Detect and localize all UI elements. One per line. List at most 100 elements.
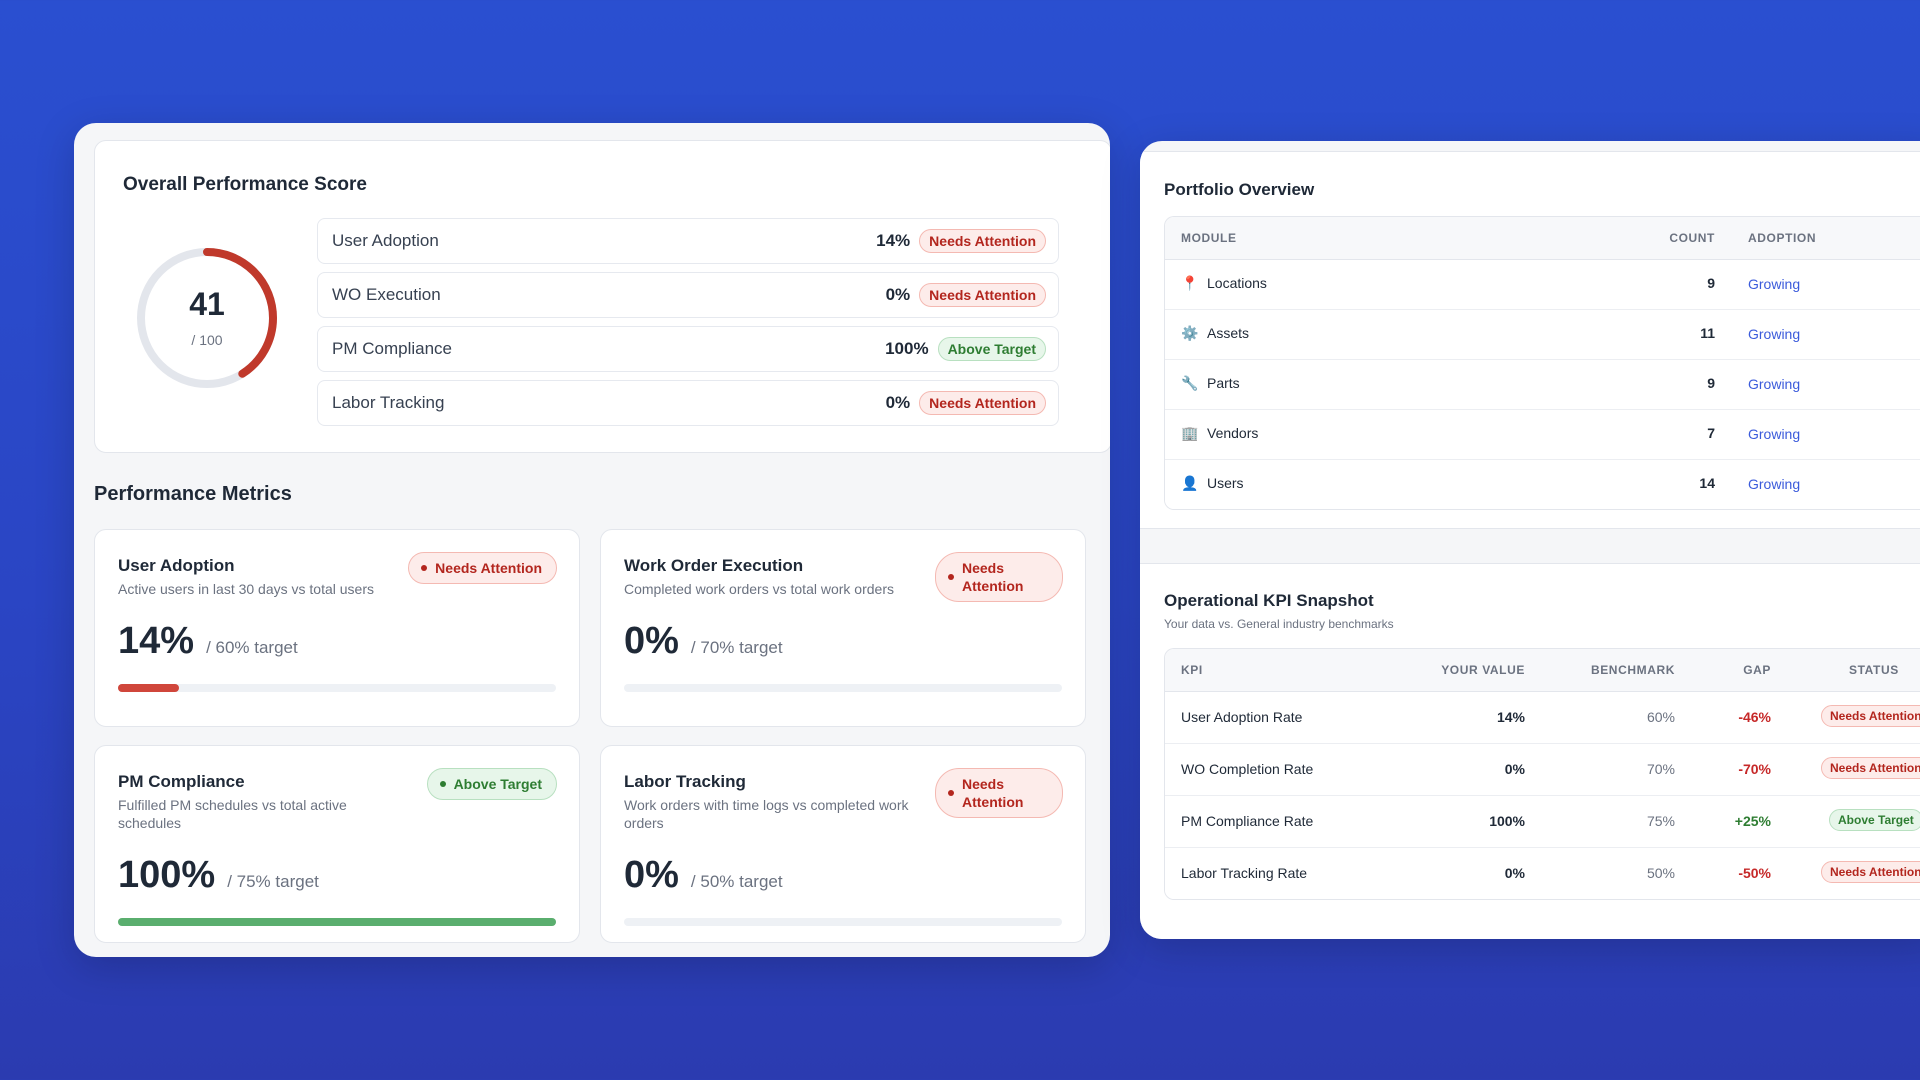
module-adoption: Growing [1748, 326, 1801, 342]
building-icon: 🏢 [1181, 425, 1199, 441]
status-badge: Needs Attention [919, 391, 1046, 415]
kpi-gap: +25% [1734, 813, 1771, 829]
kpi-status-badge: Needs Attention [1821, 705, 1920, 727]
module-count: 9 [1707, 375, 1715, 391]
kpi-name: User Adoption Rate [1181, 709, 1303, 725]
score-row-value: 100% [885, 339, 929, 358]
kpi-your-value: 100% [1489, 813, 1525, 829]
metric-name: Work Order Execution [624, 556, 804, 575]
kpi-benchmark: 75% [1646, 813, 1675, 829]
metric-value-group: 0% / 50% target [624, 854, 783, 897]
metric-description: Completed work orders vs total work orde… [624, 581, 894, 597]
portfolio-row: 👤 Users 14 Growing [1165, 460, 1920, 509]
score-row: PM Compliance 100% Above Target [317, 326, 1059, 372]
performance-panel: Overall Performance Score 41 / 100 User … [74, 123, 1110, 957]
metric-value: 0% [624, 620, 679, 662]
metric-value-group: 100% / 75% target [118, 854, 319, 897]
score-max: / 100 [191, 332, 223, 348]
score-row-right: 14% Needs Attention [876, 229, 1046, 253]
module-name: Locations [1207, 275, 1267, 291]
metric-name: User Adoption [118, 556, 235, 575]
overall-score-card: Overall Performance Score 41 / 100 User … [94, 140, 1110, 453]
col-status: STATUS [1849, 663, 1899, 677]
kpi-status-badge: Above Target [1829, 809, 1920, 831]
gear-icon: ⚙️ [1181, 325, 1199, 341]
kpi-status: Above Target [1829, 809, 1920, 831]
metric-progress-fill [118, 684, 180, 692]
portfolio-title: Portfolio Overview [1164, 180, 1315, 199]
col-module: MODULE [1181, 231, 1237, 245]
kpi-row: Labor Tracking Rate 0% 50% -50% Needs Attent… [1165, 848, 1920, 899]
score-row: Labor Tracking 0% Needs Attention [317, 380, 1059, 426]
portfolio-row: 🏢 Vendors 7 Growing [1165, 410, 1920, 460]
metrics-section-title: Performance Metrics [94, 483, 292, 505]
kpi-your-value: 0% [1504, 865, 1525, 881]
kpi-your-value: 14% [1496, 709, 1525, 725]
score-row-right: 0% Needs Attention [886, 391, 1046, 415]
metric-status-badge: Needs Attention [408, 552, 557, 584]
score-row-value: 0% [885, 393, 911, 412]
metric-value: 100% [118, 854, 216, 896]
score-row: User Adoption 14% Needs Attention [317, 218, 1059, 264]
metric-target: / 75% target [227, 872, 319, 891]
metric-card: User Adoption Active users in last 30 day… [94, 529, 580, 727]
module-count: 11 [1700, 325, 1715, 341]
score-row: WO Execution 0% Needs Attention [317, 272, 1059, 318]
metric-value-group: 14% / 60% target [118, 620, 298, 663]
metric-target: / 50% target [690, 872, 783, 891]
metric-description: Fulfilled PM schedules vs total active s… [118, 797, 347, 831]
kpi-subtitle: Your data vs. General industry benchmark… [1164, 617, 1394, 631]
module-cell: 🔧 Parts [1181, 375, 1240, 392]
pin-icon: 📍 [1181, 275, 1199, 291]
status-badge: Above Target [937, 337, 1046, 361]
kpi-status: Needs Attention [1821, 757, 1920, 779]
metric-progress-track [118, 918, 556, 926]
kpi-gap: -46% [1738, 709, 1771, 725]
score-ring-fill [137, 248, 277, 388]
metric-card: PM Compliance Fulfilled PM schedules vs t… [94, 745, 580, 943]
module-cell: ⚙️ Assets [1181, 325, 1249, 342]
module-name: Parts [1207, 375, 1240, 391]
kpi-name: WO Completion Rate [1181, 761, 1314, 777]
metric-target: / 70% target [690, 638, 783, 657]
score-row-value: 14% [876, 231, 911, 250]
metric-progress-track [118, 684, 556, 692]
metric-target: / 60% target [206, 638, 298, 657]
module-cell: 📍 Locations [1181, 275, 1267, 292]
metric-status-badge: Needs Attention [935, 552, 1063, 602]
portfolio-row: 📍 Locations 9 Growing [1165, 260, 1920, 310]
kpi-table-header: KPI YOUR VALUE BENCHMARK GAP STATUS [1165, 649, 1920, 692]
metric-value: 0% [624, 854, 679, 896]
user-icon: 👤 [1181, 475, 1199, 491]
kpi-benchmark: 70% [1646, 761, 1675, 777]
portfolio-table: MODULE COUNT ADOPTION 📍 Locations 9 Growing… [1164, 216, 1920, 510]
metric-name: PM Compliance [118, 772, 245, 791]
kpi-card: Operational KPI Snapshot Your data vs. G… [1140, 563, 1920, 939]
score-value: 41 [189, 286, 225, 322]
kpi-table: KPI YOUR VALUE BENCHMARK GAP STATUS User… [1164, 648, 1920, 900]
score-donut: 41 / 100 [135, 246, 279, 390]
score-row-label: PM Compliance [332, 339, 452, 358]
module-adoption: Growing [1748, 276, 1801, 292]
score-row-label: WO Execution [332, 285, 441, 304]
metric-status-badge: Needs Attention [935, 768, 1063, 818]
module-name: Assets [1207, 325, 1250, 341]
score-row-label: Labor Tracking [332, 393, 445, 412]
portfolio-row: ⚙️ Assets 11 Growing [1165, 310, 1920, 360]
kpi-benchmark: 60% [1646, 709, 1675, 725]
metric-card: Work Order Execution Completed work order… [600, 529, 1086, 727]
module-name: Vendors [1207, 425, 1259, 441]
kpi-name: Labor Tracking Rate [1181, 865, 1308, 881]
metric-card: Labor Tracking Work orders with time logs… [600, 745, 1086, 943]
col-kpi: KPI [1181, 663, 1203, 677]
module-cell: 🏢 Vendors [1181, 425, 1258, 442]
kpi-your-value: 0% [1504, 761, 1525, 777]
kpi-row: WO Completion Rate 0% 70% -70% Needs Attenti… [1165, 744, 1920, 796]
metric-progress-fill [118, 918, 556, 926]
col-your-value: YOUR VALUE [1441, 663, 1525, 677]
kpi-gap: -50% [1738, 865, 1771, 881]
module-adoption: Growing [1748, 476, 1801, 492]
portfolio-table-header: MODULE COUNT ADOPTION [1165, 217, 1920, 260]
kpi-status-badge: Needs Attention [1821, 757, 1920, 779]
col-benchmark: BENCHMARK [1590, 663, 1675, 677]
